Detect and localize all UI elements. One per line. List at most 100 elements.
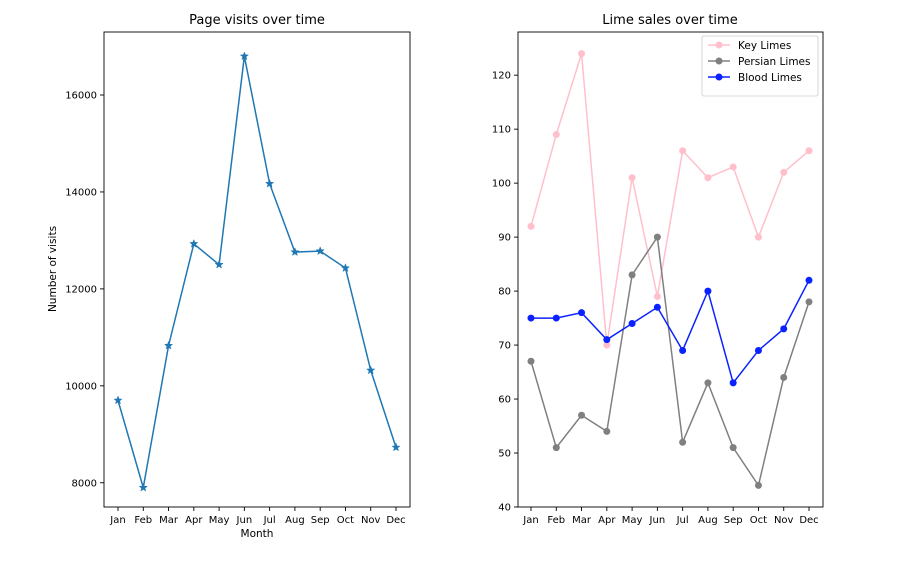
y-tick-label: 12000 [65,284,97,295]
series-line [531,279,810,385]
x-tick-label: Aug [285,515,305,526]
y-tick-label: 120 [492,71,511,82]
y-tick-label: 110 [492,125,511,136]
data-point [780,168,788,176]
x-tick-label: Jul [263,515,276,526]
y-tick-label: 14000 [65,187,97,198]
y-tick-label: 8000 [72,478,97,489]
x-tick-label: Feb [134,515,152,526]
data-point [679,438,687,446]
y-tick-label: 50 [498,449,511,460]
data-point [729,444,737,452]
data-point [805,298,813,306]
x-tick-label: May [622,515,643,526]
data-point [239,51,250,61]
data-point [780,325,788,333]
plot-frame [103,31,411,508]
y-axis-label: Number of visits [47,226,59,312]
data-point [578,309,586,317]
data-point [754,481,762,489]
legend-label: Key Limes [738,40,791,52]
legend: Key Limes Persian Limes Blood Limes [701,35,819,97]
legend-swatch-marker [715,73,723,81]
data-point [679,346,687,354]
data-point [163,340,174,350]
data-point [552,131,560,139]
x-tick-label: Apr [598,515,616,526]
plot-frame [517,31,824,508]
data-point [603,341,611,349]
series-line [530,53,810,346]
y-tick-label: 90 [498,233,511,244]
data-point [138,482,148,492]
data-point [603,336,611,344]
series-line [530,235,810,488]
data-point [214,259,224,269]
data-point [729,163,737,171]
data-point [805,147,813,155]
x-tick-label: Sep [311,515,330,526]
data-point [552,314,560,322]
x-tick-label: Oct [750,515,767,526]
y-tick-label: 10000 [65,381,97,392]
y-tick-label: 60 [498,395,511,406]
x-tick-label: Feb [547,515,565,526]
page-visits-chart: Page visits over time Month Number of vi… [47,13,411,540]
x-tick-label: Dec [799,515,818,526]
data-point [729,379,737,387]
data-point [653,233,661,241]
data-point [527,357,535,365]
data-point [704,174,712,182]
data-point [679,147,687,155]
legend-label: Blood Limes [738,72,802,84]
y-tick-label: 16000 [65,91,97,102]
x-tick-label: Jan [522,515,538,526]
data-point [628,319,636,327]
data-point [704,287,712,295]
data-point [113,395,123,405]
data-point [391,442,401,452]
data-point [527,314,535,322]
y-tick-label: 40 [498,503,511,514]
x-tick-label: Mar [572,515,592,526]
x-tick-label: Sep [724,515,743,526]
x-tick-label: Apr [185,515,203,526]
data-point [805,276,813,284]
x-tick-label: Dec [386,515,405,526]
legend-swatch-marker [715,57,723,65]
legend-swatch-marker [715,41,723,49]
data-point [754,233,762,241]
x-tick-label: Nov [361,515,381,526]
legend-label: Persian Limes [738,56,810,68]
x-tick-label: May [209,515,230,526]
x-tick-label: Nov [774,515,794,526]
legend-box [701,35,819,97]
data-point [578,411,586,419]
data-point [366,365,376,375]
y-tick-label: 80 [498,287,511,298]
series-line [117,56,397,488]
x-tick-label: Jan [109,515,125,526]
x-tick-label: Mar [159,515,179,526]
data-point [264,178,275,188]
data-point [578,50,586,58]
lime-sales-chart: Lime sales over time 40 50 60 70 80 90 100 110 1… [492,13,824,526]
data-point [704,379,712,387]
data-point [780,373,788,381]
data-point [754,346,762,354]
data-point [290,247,300,257]
x-axis-label: Month [241,528,274,540]
data-point [315,246,325,256]
chart-title: Page visits over time [189,13,325,28]
x-tick-label: Jul [676,515,689,526]
data-point [189,238,199,248]
data-point [340,263,351,273]
x-tick-label: Jun [236,515,253,526]
y-tick-label: 70 [498,341,511,352]
x-tick-label: Aug [698,515,718,526]
x-tick-label: Jun [649,515,666,526]
data-point [653,303,661,311]
data-point [527,222,535,230]
chart-title: Lime sales over time [602,13,737,28]
